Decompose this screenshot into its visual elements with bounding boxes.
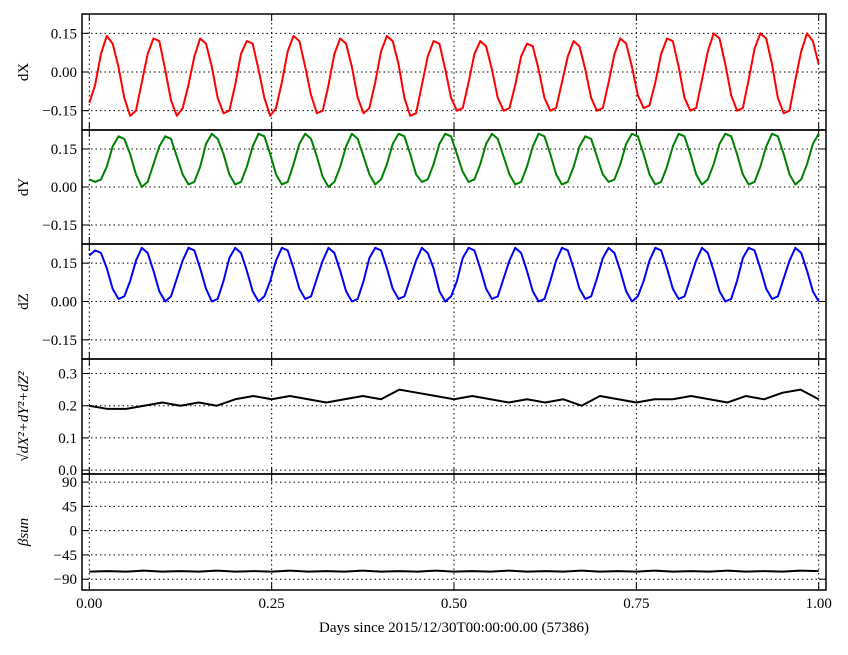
y-tick-label: 0.0 [58, 463, 77, 479]
y-tick-label: 0.00 [51, 295, 77, 311]
y-tick-label: 0 [70, 524, 78, 540]
data-line [89, 569, 819, 573]
axes-frame [81, 358, 827, 475]
axes-frame [81, 243, 827, 360]
y-axis-label: dY [16, 178, 32, 197]
y-tick-label: 0.15 [51, 26, 77, 42]
y-axis-label: dZ [16, 293, 32, 310]
y-axis-label: dX [16, 63, 32, 82]
y-tick-label: 90 [62, 475, 77, 491]
x-tick-label: 0.00 [76, 596, 102, 612]
x-tick-label: 1.00 [806, 596, 832, 612]
data-line [88, 132, 820, 188]
y-tick-label: −0.15 [42, 218, 77, 234]
x-tick-label: 0.50 [441, 596, 467, 612]
y-tick-label: 0.1 [58, 431, 77, 447]
axes-frame [81, 473, 827, 591]
y-tick-label: 0.00 [51, 180, 77, 196]
x-tick-label: 0.25 [259, 596, 285, 612]
y-tick-label: 0.15 [51, 256, 77, 272]
y-tick-label: 0.3 [58, 366, 77, 382]
y-tick-label: −0.15 [42, 333, 77, 349]
data-line [88, 246, 820, 303]
y-tick-label: 0.2 [58, 399, 77, 415]
x-tick-label: 0.75 [623, 596, 649, 612]
axes-frame [81, 13, 827, 131]
data-line [89, 388, 820, 410]
x-axis-label: Days since 2015/12/30T00:00:00.00 (57386… [319, 620, 589, 636]
y-tick-label: 0.00 [51, 65, 77, 81]
data-line [88, 32, 820, 117]
y-axis-label: √dX²+dY²+dZ² [16, 371, 32, 462]
y-tick-label: 45 [62, 499, 77, 515]
y-tick-label: −0.15 [42, 104, 77, 120]
y-tick-label: 0.15 [51, 142, 77, 158]
y-axis-label: βsun [16, 518, 32, 547]
y-tick-label: −90 [54, 572, 77, 588]
y-tick-label: −45 [54, 548, 77, 564]
